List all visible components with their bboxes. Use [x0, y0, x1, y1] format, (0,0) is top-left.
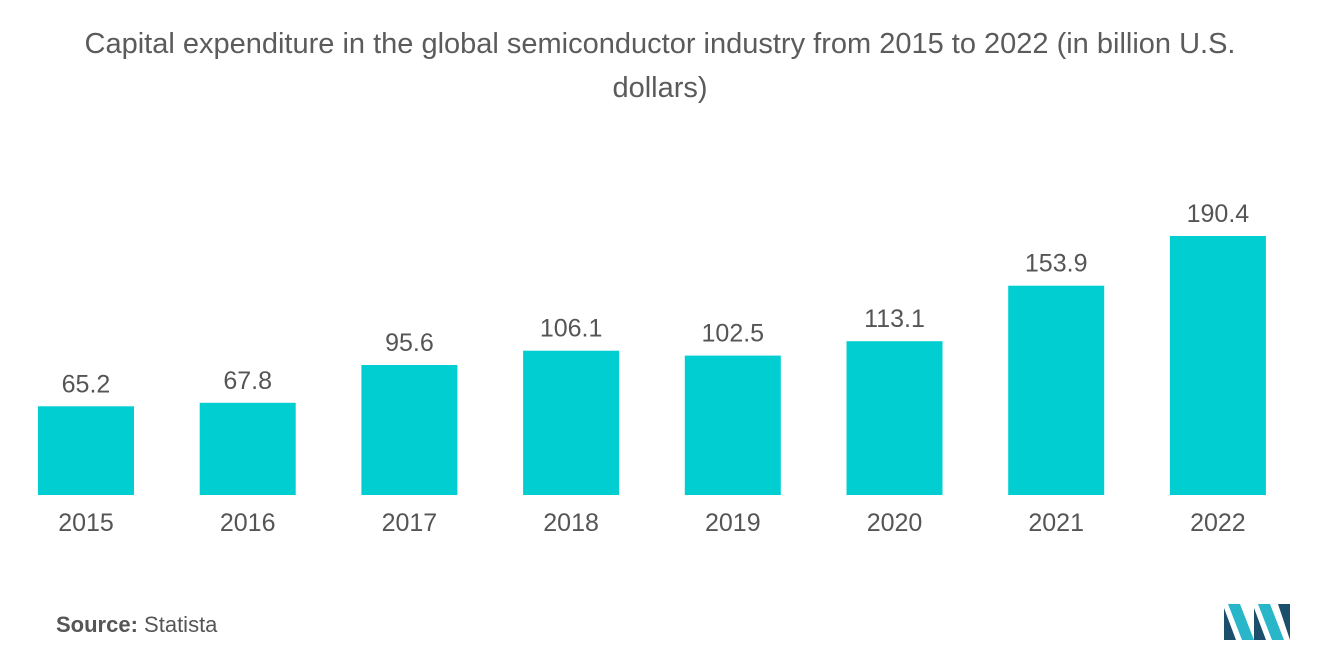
bar-2015	[38, 406, 134, 495]
source-value: Statista	[144, 612, 218, 637]
data-label-2021: 153.9	[1025, 250, 1088, 278]
data-label-2019: 102.5	[702, 320, 765, 348]
bar-2021	[1008, 285, 1105, 495]
bar-2017	[361, 365, 458, 495]
x-tick-label-2022: 2022	[1190, 509, 1246, 537]
bar-chart: 65.2 2015 67.8 2016 95.6 2017 106.1 2018 102.5 20…	[38, 200, 1266, 537]
data-label-2015: 65.2	[62, 370, 111, 398]
bar-2016	[199, 402, 296, 495]
data-label-2020: 113.1	[864, 305, 925, 333]
bar-2022	[1169, 236, 1266, 495]
data-label-2018: 106.1	[540, 315, 603, 343]
chart-title-line-2: dollars)	[612, 72, 708, 104]
x-tick-label-2015: 2015	[58, 509, 114, 537]
bar-2020	[846, 341, 943, 495]
bar-2019	[684, 355, 781, 495]
mordor-intelligence-logo-icon	[1224, 604, 1290, 640]
x-tick-label-2019: 2019	[705, 509, 761, 537]
data-label-2017: 95.6	[385, 329, 434, 357]
source-label: Source:	[56, 612, 138, 637]
x-tick-label-2020: 2020	[867, 509, 923, 537]
chart-title-line-1: Capital expenditure in the global semico…	[84, 28, 1236, 60]
data-label-2022: 190.4	[1187, 200, 1250, 228]
x-tick-label-2016: 2016	[220, 509, 276, 537]
chart-title: Capital expenditure in the global semico…	[0, 22, 1320, 110]
bar-2018	[523, 350, 620, 495]
x-tick-label-2021: 2021	[1028, 509, 1084, 537]
x-tick-label-2018: 2018	[543, 509, 599, 537]
x-tick-label-2017: 2017	[382, 509, 438, 537]
data-label-2016: 67.8	[223, 367, 272, 395]
source-note: Source: Statista	[56, 612, 217, 638]
